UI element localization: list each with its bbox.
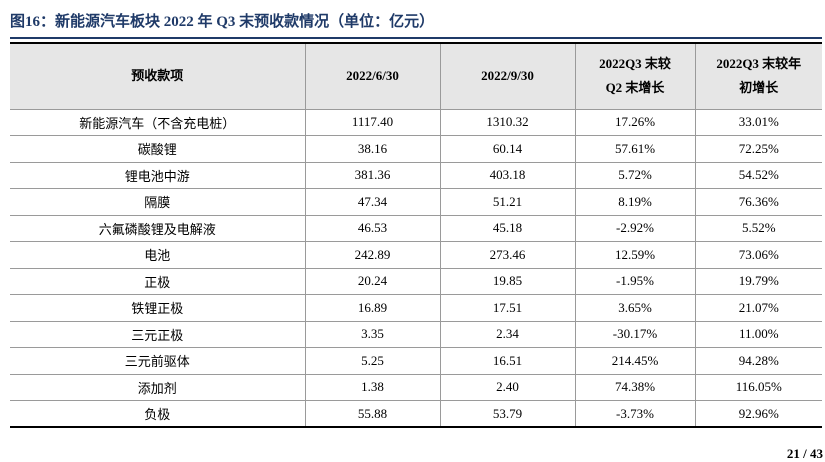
table-cell: 5.52% xyxy=(694,214,822,242)
table-row: 隔膜 47.34 51.21 8.19% 76.36% xyxy=(10,188,822,216)
table-cell: 3.65% xyxy=(574,294,696,322)
header-cell: 2022/9/30 xyxy=(439,42,576,110)
header-cell: 2022Q3 末较年 初增长 xyxy=(694,42,822,110)
table-row: 新能源汽车（不含充电桩） 1117.40 1310.32 17.26% 33.01% xyxy=(10,108,822,136)
table-cell: 2.34 xyxy=(439,320,576,348)
table-cell: 38.16 xyxy=(304,135,441,163)
table-row: 三元前驱体 5.25 16.51 214.45% 94.28% xyxy=(10,347,822,375)
page-number: 21 / 43 xyxy=(786,446,823,461)
header-cell: 2022Q3 末较 Q2 末增长 xyxy=(574,42,696,110)
table-cell: 碳酸锂 xyxy=(10,135,306,163)
table-cell: 新能源汽车（不含充电桩） xyxy=(10,108,306,136)
table-cell: 17.26% xyxy=(574,108,696,136)
table-cell: 45.18 xyxy=(439,214,576,242)
table-cell: -1.95% xyxy=(574,267,696,295)
table-cell: 16.51 xyxy=(439,347,576,375)
table-cell: 19.85 xyxy=(439,267,576,295)
table-cell: 12.59% xyxy=(574,241,696,269)
table-cell: 1117.40 xyxy=(304,108,441,136)
header-cell: 2022/6/30 xyxy=(304,42,441,110)
data-table: 预收款项 2022/6/30 2022/9/30 2022Q3 末较 Q2 末增长 20… xyxy=(10,42,822,428)
table-row: 铁锂正极 16.89 17.51 3.65% 21.07% xyxy=(10,294,822,322)
table-cell: 添加剂 xyxy=(10,373,306,401)
table-cell: 5.72% xyxy=(574,161,696,189)
table-cell: 1.38 xyxy=(304,373,441,401)
table-cell: 11.00% xyxy=(694,320,822,348)
table-cell: 214.45% xyxy=(574,347,696,375)
table-cell: 8.19% xyxy=(574,188,696,216)
table-row: 添加剂 1.38 2.40 74.38% 116.05% xyxy=(10,373,822,401)
table-cell: 锂电池中游 xyxy=(10,161,306,189)
table-cell: 57.61% xyxy=(574,135,696,163)
table-cell: 273.46 xyxy=(439,241,576,269)
table-cell: 三元正极 xyxy=(10,320,306,348)
table-cell: 负极 xyxy=(10,400,306,428)
table-row: 锂电池中游 381.36 403.18 5.72% 54.52% xyxy=(10,161,822,189)
table-cell: 铁锂正极 xyxy=(10,294,306,322)
table-row: 正极 20.24 19.85 -1.95% 19.79% xyxy=(10,267,822,295)
table-cell: 16.89 xyxy=(304,294,441,322)
table-row: 负极 55.88 53.79 -3.73% 92.96% xyxy=(10,400,822,428)
table-cell: 隔膜 xyxy=(10,188,306,216)
table-cell: 1310.32 xyxy=(439,108,576,136)
table-row: 六氟磷酸锂及电解液 46.53 45.18 -2.92% 5.52% xyxy=(10,214,822,242)
title-rule xyxy=(10,37,822,39)
table-cell: -3.73% xyxy=(574,400,696,428)
table-cell: 53.79 xyxy=(439,400,576,428)
table-cell: 21.07% xyxy=(694,294,822,322)
table-cell: 54.52% xyxy=(694,161,822,189)
table-cell: 3.35 xyxy=(304,320,441,348)
table-cell: 381.36 xyxy=(304,161,441,189)
table-cell: 33.01% xyxy=(694,108,822,136)
table-cell: 电池 xyxy=(10,241,306,269)
table-cell: 47.34 xyxy=(304,188,441,216)
table-cell: -2.92% xyxy=(574,214,696,242)
table-cell: 92.96% xyxy=(694,400,822,428)
table-cell: 116.05% xyxy=(694,373,822,401)
figure-title: 图16：新能源汽车板块 2022 年 Q3 末预收款情况（单位：亿元） xyxy=(10,14,435,30)
table-cell: 三元前驱体 xyxy=(10,347,306,375)
header-row: 预收款项 2022/6/30 2022/9/30 2022Q3 末较 Q2 末增长 20… xyxy=(10,42,822,110)
table-cell: 242.89 xyxy=(304,241,441,269)
table-row: 碳酸锂 38.16 60.14 57.61% 72.25% xyxy=(10,135,822,163)
table-cell: 2.40 xyxy=(439,373,576,401)
table-cell: 73.06% xyxy=(694,241,822,269)
table-cell: 94.28% xyxy=(694,347,822,375)
table-cell: 74.38% xyxy=(574,373,696,401)
header-cell: 预收款项 xyxy=(10,42,306,110)
table-cell: 403.18 xyxy=(439,161,576,189)
table-cell: 六氟磷酸锂及电解液 xyxy=(10,214,306,242)
table-cell: 17.51 xyxy=(439,294,576,322)
table-cell: 76.36% xyxy=(694,188,822,216)
table-cell: 51.21 xyxy=(439,188,576,216)
table-cell: 20.24 xyxy=(304,267,441,295)
table-cell: 46.53 xyxy=(304,214,441,242)
table-body: 新能源汽车（不含充电桩） 1117.40 1310.32 17.26% 33.01% 碳酸… xyxy=(10,108,822,428)
table-cell: -30.17% xyxy=(574,320,696,348)
table-cell: 正极 xyxy=(10,267,306,295)
table-cell: 72.25% xyxy=(694,135,822,163)
table-cell: 19.79% xyxy=(694,267,822,295)
table-row: 电池 242.89 273.46 12.59% 73.06% xyxy=(10,241,822,269)
table-cell: 5.25 xyxy=(304,347,441,375)
table-cell: 60.14 xyxy=(439,135,576,163)
table-row: 三元正极 3.35 2.34 -30.17% 11.00% xyxy=(10,320,822,348)
table-cell: 55.88 xyxy=(304,400,441,428)
